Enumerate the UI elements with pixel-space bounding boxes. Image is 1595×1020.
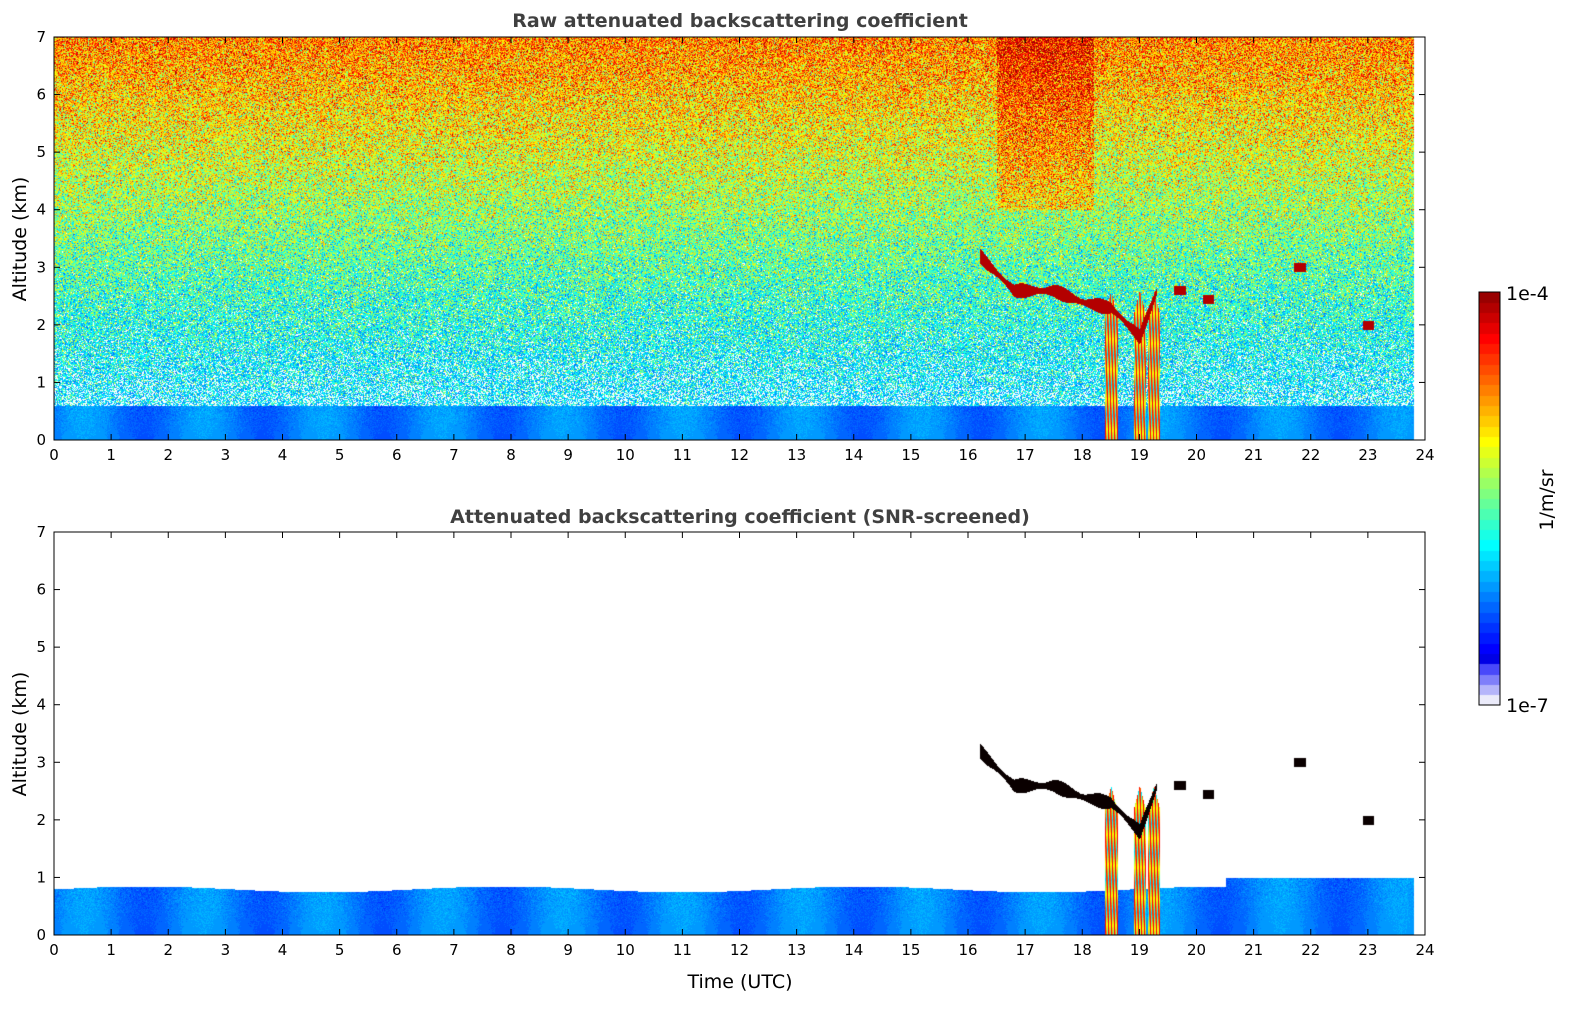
y-tick-label: 5: [36, 143, 46, 161]
x-tick-label: 1: [106, 446, 116, 464]
x-tick-label: 19: [1130, 446, 1149, 464]
x-tick-label: 13: [787, 941, 806, 959]
panel1-ylabel: Altitude (km): [9, 177, 31, 302]
x-tick-label: 7: [449, 941, 459, 959]
y-tick-label: 3: [36, 753, 46, 771]
panel2-frame: [53, 531, 1426, 936]
x-tick-label: 22: [1301, 446, 1320, 464]
raw-backscatter-heatmap: [54, 37, 1425, 440]
y-tick-label: 7: [36, 28, 46, 46]
colorbar-label: 1/m/sr: [1536, 469, 1558, 530]
x-tick-label: 15: [901, 446, 920, 464]
x-tick-label: 0: [49, 941, 59, 959]
x-tick-label: 24: [1415, 446, 1434, 464]
x-tick-label: 18: [1073, 446, 1092, 464]
y-tick-label: 3: [36, 258, 46, 276]
x-tick-label: 24: [1415, 941, 1434, 959]
x-tick-label: 19: [1130, 941, 1149, 959]
y-tick-label: 2: [36, 316, 46, 334]
y-tick-label: 6: [36, 581, 46, 599]
y-tick-label: 4: [36, 696, 46, 714]
x-tick-label: 21: [1244, 446, 1263, 464]
y-tick-label: 0: [36, 926, 46, 944]
y-tick-label: 5: [36, 638, 46, 656]
x-tick-label: 9: [563, 446, 573, 464]
x-tick-label: 20: [1187, 446, 1206, 464]
x-tick-label: 11: [673, 941, 692, 959]
x-tick-label: 14: [844, 941, 863, 959]
colorbar-frame: [1478, 291, 1501, 706]
x-tick-label: 16: [958, 446, 977, 464]
x-tick-label: 1: [106, 941, 116, 959]
panel1-frame: [53, 36, 1426, 441]
x-tick-label: 17: [1016, 446, 1035, 464]
x-tick-label: 16: [958, 941, 977, 959]
x-tick-label: 0: [49, 446, 59, 464]
x-tick-label: 15: [901, 941, 920, 959]
x-tick-label: 8: [506, 941, 516, 959]
x-tick-label: 6: [392, 446, 402, 464]
x-tick-label: 11: [673, 446, 692, 464]
x-tick-label: 2: [163, 941, 173, 959]
x-tick-label: 8: [506, 446, 516, 464]
x-tick-label: 9: [563, 941, 573, 959]
x-tick-label: 10: [616, 446, 635, 464]
x-tick-label: 23: [1358, 941, 1377, 959]
x-tick-label: 10: [616, 941, 635, 959]
x-tick-label: 22: [1301, 941, 1320, 959]
y-tick-label: 1: [36, 373, 46, 391]
y-tick-label: 2: [36, 811, 46, 829]
x-tick-label: 7: [449, 446, 459, 464]
colorbar: [1479, 292, 1500, 705]
x-tick-label: 12: [730, 446, 749, 464]
x-tick-label: 18: [1073, 941, 1092, 959]
x-tick-label: 3: [221, 446, 231, 464]
y-tick-label: 4: [36, 201, 46, 219]
y-tick-label: 7: [36, 523, 46, 541]
x-tick-label: 13: [787, 446, 806, 464]
panel1-title: Raw attenuated backscattering coefficien…: [512, 10, 968, 32]
panel2-xlabel: Time (UTC): [686, 971, 792, 993]
x-tick-label: 2: [163, 446, 173, 464]
colorbar-max-label: 1e-4: [1506, 283, 1549, 305]
x-tick-label: 6: [392, 941, 402, 959]
x-tick-label: 21: [1244, 941, 1263, 959]
y-tick-label: 1: [36, 868, 46, 886]
x-tick-label: 12: [730, 941, 749, 959]
x-tick-label: 3: [221, 941, 231, 959]
x-tick-label: 5: [335, 941, 345, 959]
x-tick-label: 4: [278, 446, 288, 464]
x-tick-label: 4: [278, 941, 288, 959]
x-tick-label: 5: [335, 446, 345, 464]
x-tick-label: 20: [1187, 941, 1206, 959]
y-tick-label: 0: [36, 431, 46, 449]
panel2-title: Attenuated backscattering coefficient (S…: [450, 506, 1030, 528]
x-tick-label: 14: [844, 446, 863, 464]
screened-backscatter-heatmap: [54, 532, 1425, 935]
panel2-ylabel: Altitude (km): [9, 672, 31, 797]
x-tick-label: 17: [1016, 941, 1035, 959]
x-tick-label: 23: [1358, 446, 1377, 464]
colorbar-min-label: 1e-7: [1506, 695, 1549, 717]
y-tick-label: 6: [36, 86, 46, 104]
